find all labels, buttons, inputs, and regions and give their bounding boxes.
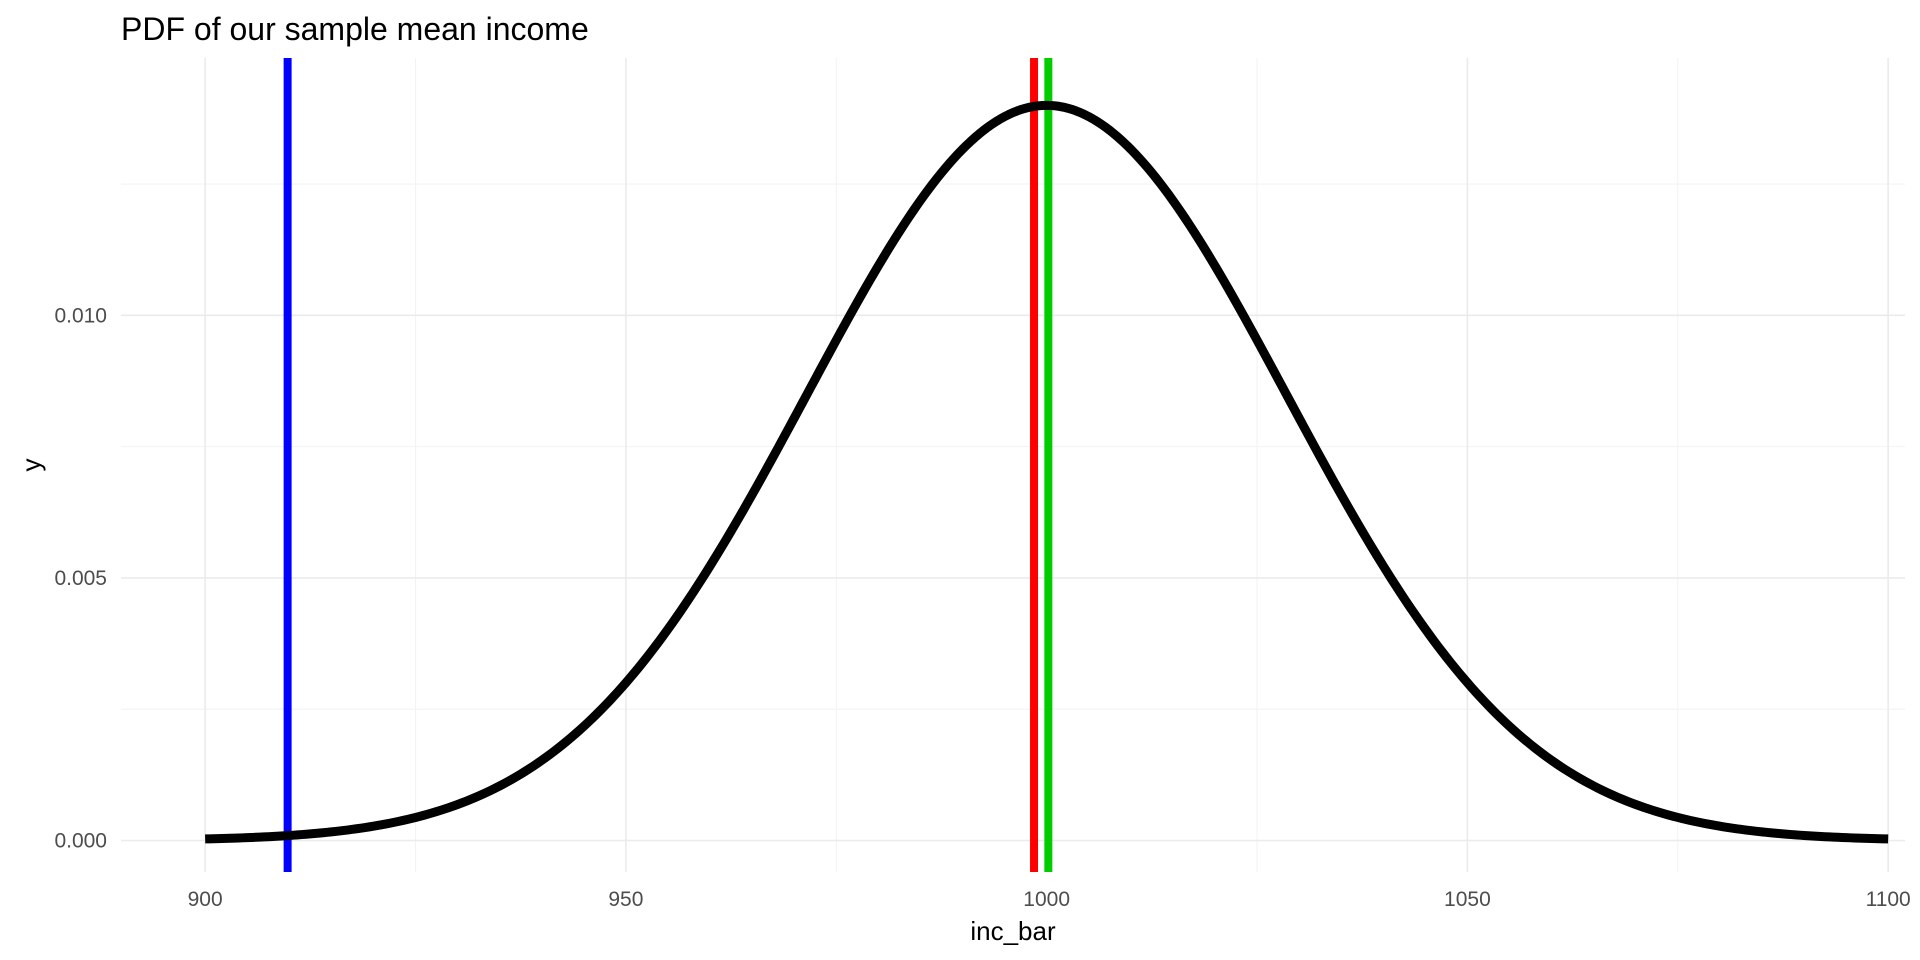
x-axis-title: inc_bar: [970, 916, 1056, 946]
reference-lines: [283, 58, 1053, 872]
x-axis-ticks: 900 950 1000 1050 1100: [188, 888, 1911, 911]
y-tick-label: 0.000: [54, 829, 107, 852]
x-tick-label: 1100: [1866, 888, 1911, 911]
x-tick-label: 950: [608, 888, 643, 911]
y-tick-label: 0.005: [54, 567, 107, 590]
y-axis-ticks: 0.000 0.005 0.010: [54, 304, 107, 852]
x-tick-label: 1000: [1023, 888, 1070, 911]
chart-title: PDF of our sample mean income: [121, 11, 589, 47]
x-tick-label: 900: [188, 888, 223, 911]
y-axis-title: y: [16, 459, 46, 472]
x-tick-label: 1050: [1444, 888, 1491, 911]
grid: [121, 58, 1905, 872]
density-curve-layer: [204, 100, 1889, 844]
density-curve: [204, 100, 1889, 844]
y-tick-label: 0.010: [54, 304, 107, 327]
